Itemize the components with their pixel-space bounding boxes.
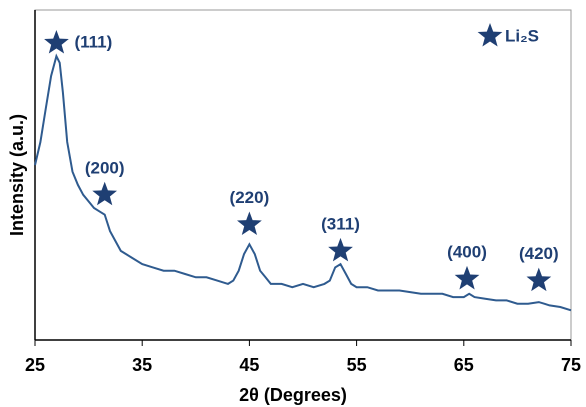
peak-label: (400) [447, 242, 487, 261]
data-line [34, 53, 572, 312]
x-tick-label: 25 [25, 355, 45, 375]
peak-label: (200) [85, 158, 125, 177]
peak-star [328, 237, 353, 262]
x-tick-label: 35 [132, 355, 152, 375]
x-tick-label: 75 [561, 355, 581, 375]
peak-star [454, 265, 480, 290]
peak-label: (111) [74, 32, 112, 51]
peak-label: (311) [321, 214, 360, 233]
peak-star [92, 181, 117, 206]
peak-label: (420) [519, 244, 559, 263]
peak-star [526, 267, 552, 292]
legend-label: Li₂S [505, 26, 539, 45]
peak-star [44, 30, 69, 54]
peak-star [237, 211, 262, 235]
x-tick-label: 65 [454, 355, 474, 375]
x-tick-label: 45 [239, 355, 259, 375]
x-tick-label: 55 [347, 355, 367, 375]
y-axis-label: Intensity (a.u.) [7, 114, 27, 236]
x-axis-label: 2θ (Degrees) [239, 385, 347, 405]
legend-star [477, 23, 503, 47]
peak-label: (220) [230, 188, 270, 207]
